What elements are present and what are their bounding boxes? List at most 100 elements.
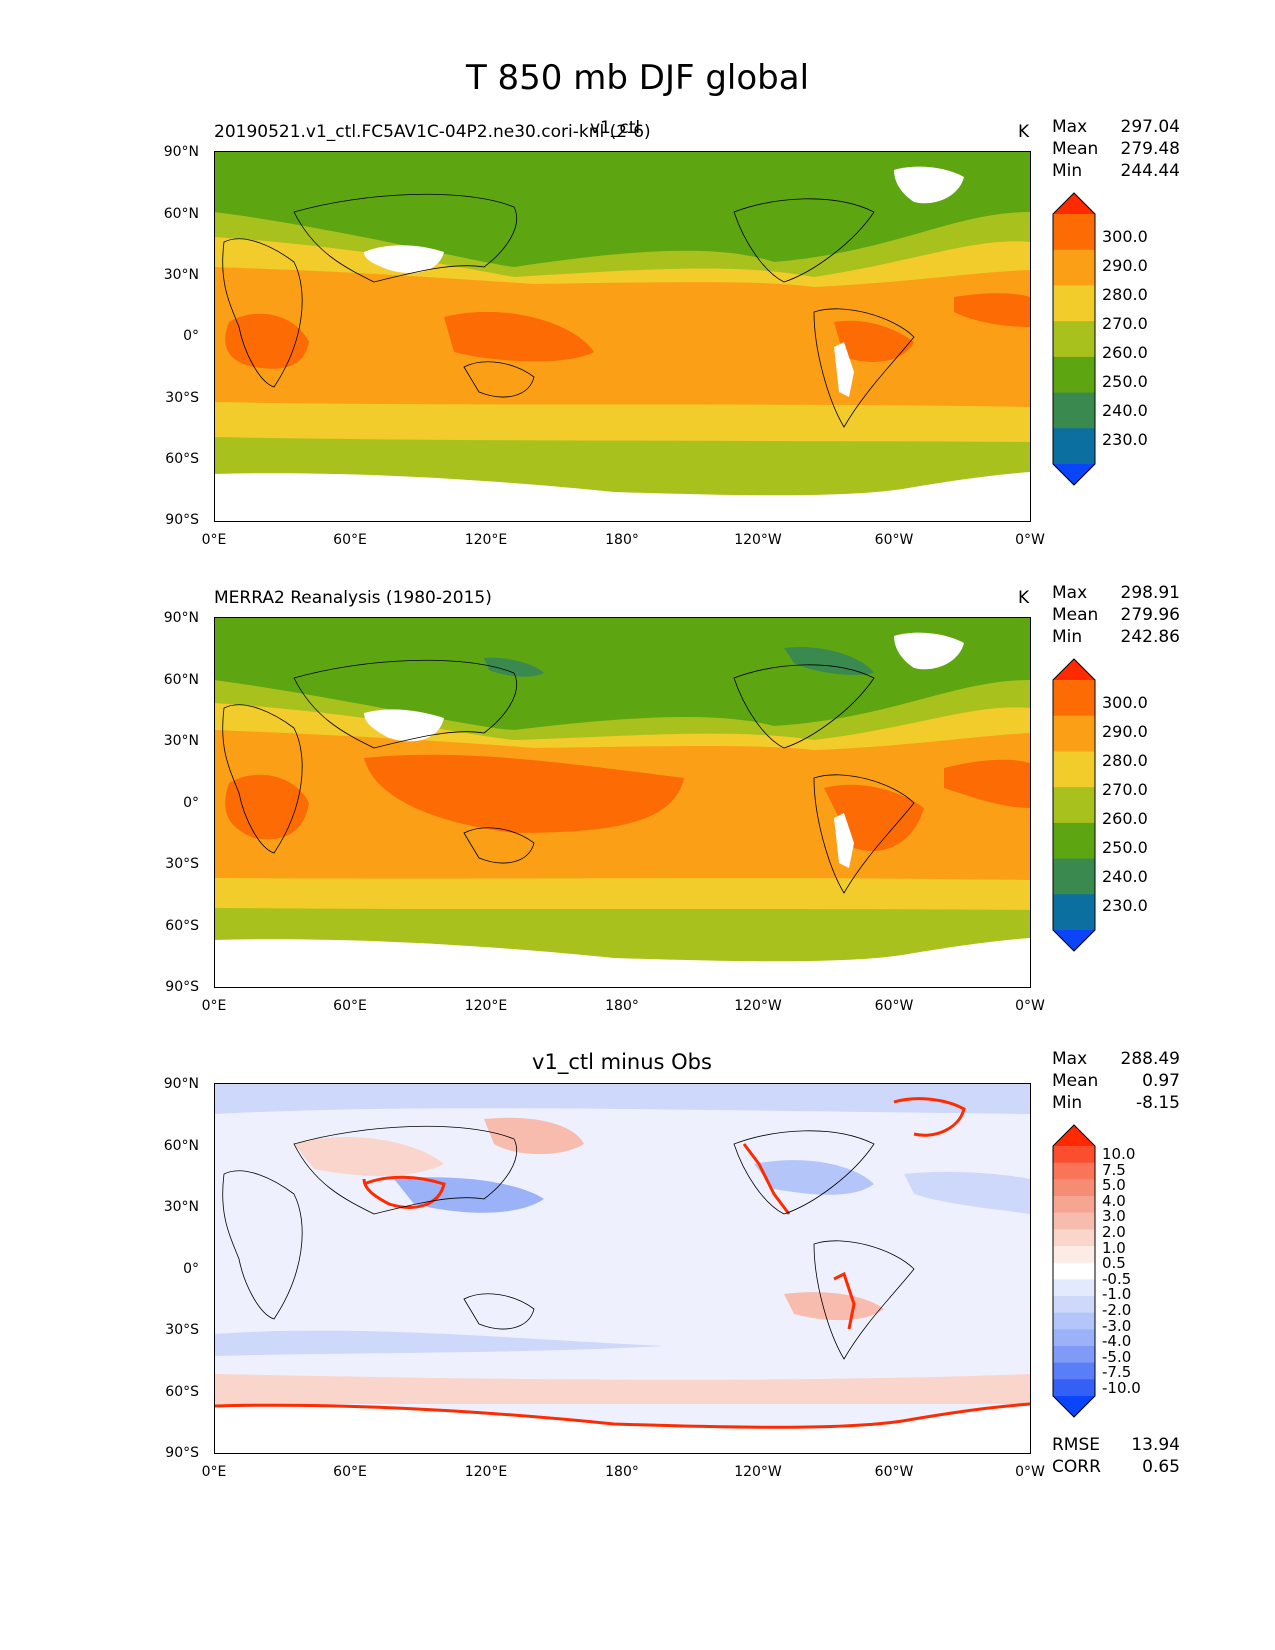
colorbar-swatch [1053, 428, 1095, 465]
panel2-ytick-0: 90°N [163, 610, 199, 626]
panel3-max-label: Max [1052, 1049, 1088, 1069]
diff-eurasia-warm [294, 1136, 444, 1176]
panel1-max-label: Max [1052, 117, 1088, 137]
colorbar-swatch [1053, 1212, 1095, 1230]
panel3-ytick-1: 60°N [163, 1138, 199, 1154]
rockies-edge [742, 1143, 791, 1215]
panel2-ytick-6: 90°S [165, 979, 199, 995]
colorbar-swatch [1053, 193, 1095, 214]
panel3-stats: Max 288.49 Mean 0.97 Min -8.15 [1052, 1048, 1180, 1114]
panel2-xtick-6: 0°W [1015, 998, 1045, 1014]
panel3-xtick-4: 120°W [734, 1464, 782, 1480]
panel2-colorbar-outline [1052, 658, 1096, 952]
panel3-cb-label-13: -5.0 [1102, 1347, 1132, 1366]
panel3-ytick-4: 30°S [165, 1322, 199, 1338]
panel3-error-stats: RMSE 13.94 CORR 0.65 [1052, 1434, 1180, 1478]
colorbar-swatch [1053, 392, 1095, 429]
diff-asia-cool [394, 1177, 544, 1213]
panel1-ytick-4: 30°S [165, 390, 199, 406]
panel3-xtick-0: 0°E [201, 1464, 227, 1480]
panel1-ytick-2: 30°N [163, 267, 199, 283]
panel2-stats: Max 298.91 Mean 279.96 Min 242.86 [1052, 582, 1180, 648]
andes-missing [834, 342, 854, 397]
panel1-cb-label-6: 240.0 [1102, 401, 1148, 420]
panel3-ytick-2: 30°N [163, 1199, 199, 1215]
atlantic-warm [944, 759, 1030, 808]
panel3-frame [214, 1083, 1031, 1454]
panel3-max-value: 288.49 [1120, 1049, 1180, 1069]
panel1-cb-label-7: 230.0 [1102, 430, 1148, 449]
panel2-units: K [1018, 588, 1030, 608]
panel3-cb-label-0: 10.0 [1102, 1145, 1136, 1163]
panel2-colorbar [1052, 658, 1096, 952]
panel1-xtick-5: 60°W [874, 532, 914, 548]
panel1-xtick-1: 60°E [333, 532, 367, 548]
africa-coast [222, 704, 303, 854]
panel1-xtick-6: 0°W [1015, 532, 1045, 548]
panel3-cb-label-1: 7.5 [1102, 1160, 1126, 1179]
colorbar-swatch [1053, 1179, 1095, 1197]
panel1-frame [214, 151, 1031, 522]
colorbar-swatch [1053, 356, 1095, 394]
north-america-coast [733, 198, 875, 283]
panel3-center-title: v1_ctl minus Obs [532, 1050, 712, 1074]
antarctica-missing [214, 1404, 1030, 1454]
colorbar-swatch [1053, 1296, 1095, 1314]
panel1-center-title: v1_ctl [590, 118, 641, 138]
panel2-max-label: Max [1052, 583, 1088, 603]
panel3-cb-label-15: -10.0 [1102, 1378, 1141, 1397]
africa-warm [225, 774, 309, 840]
panel2-ytick-1: 60°N [163, 672, 199, 688]
panel2-ytick-2: 30°N [163, 733, 199, 749]
colorbar-swatch [1053, 1125, 1095, 1146]
antarctic-edge [214, 1402, 1030, 1429]
panel2-ytick-5: 60°S [165, 918, 199, 934]
panel3-rmse-value: 13.94 [1131, 1435, 1180, 1455]
panel1-ytick-5: 60°S [165, 451, 199, 467]
south-america-warm [834, 320, 914, 362]
panel3-ytick-3: 0° [183, 1261, 199, 1277]
panel1-units: K [1018, 122, 1030, 142]
indo-pacific-warm [364, 754, 684, 833]
panel3-min-label: Min [1052, 1093, 1083, 1113]
panel3-ytick-5: 60°S [165, 1384, 199, 1400]
canada-cold [784, 647, 874, 675]
panel2-cb-label-4: 260.0 [1102, 809, 1148, 828]
panel1-left-title: 20190521.v1_ctl.FC5AV1C-04P2.ne30.cori-k… [214, 122, 651, 142]
panel2-cb-label-2: 280.0 [1102, 751, 1148, 770]
andes-missing [834, 813, 854, 868]
maritime-continent-warm [444, 311, 594, 362]
panel3-xtick-1: 60°E [333, 1464, 367, 1480]
colorbar-swatch [1053, 1312, 1095, 1330]
panel3-mean-value: 0.97 [1142, 1071, 1180, 1091]
panel1-cb-label-1: 290.0 [1102, 256, 1148, 275]
colorbar-swatch [1053, 1246, 1095, 1264]
eurasia-coast [293, 193, 517, 283]
panel2-cb-label-3: 270.0 [1102, 780, 1148, 799]
diff-arctic-cool [214, 1084, 1030, 1114]
panel2-mean-label: Mean [1052, 605, 1099, 625]
panel3-mean-label: Mean [1052, 1071, 1099, 1091]
colorbar-swatch [1053, 1229, 1095, 1247]
panel3-cb-label-14: -7.5 [1102, 1363, 1132, 1382]
colorbar-swatch [1053, 321, 1095, 358]
panel3-colorbar [1052, 1124, 1096, 1418]
andes-edge [833, 1271, 856, 1330]
colorbar-swatch [1053, 464, 1095, 485]
panel3-cb-label-6: 1.0 [1102, 1238, 1126, 1257]
panel3-map [214, 1084, 1030, 1454]
colorbar-swatch [1053, 214, 1095, 251]
colorbar-swatch [1053, 1379, 1095, 1397]
panel1-ytick-0: 90°N [163, 144, 199, 160]
eurasia-coast [293, 1125, 517, 1215]
panel2-cb-label-5: 250.0 [1102, 838, 1148, 857]
diff-atlantic-cool [904, 1171, 1030, 1214]
panel2-cb-label-7: 230.0 [1102, 896, 1148, 915]
diff-southern-ocean-warm [214, 1374, 1030, 1404]
panel1-xtick-0: 0°E [201, 532, 227, 548]
panel2-cb-label-0: 300.0 [1102, 693, 1148, 712]
australia-coast [463, 827, 535, 864]
south-america-coast [813, 1240, 915, 1360]
colorbar-swatch [1053, 787, 1095, 824]
panel1-max-value: 297.04 [1120, 117, 1180, 137]
